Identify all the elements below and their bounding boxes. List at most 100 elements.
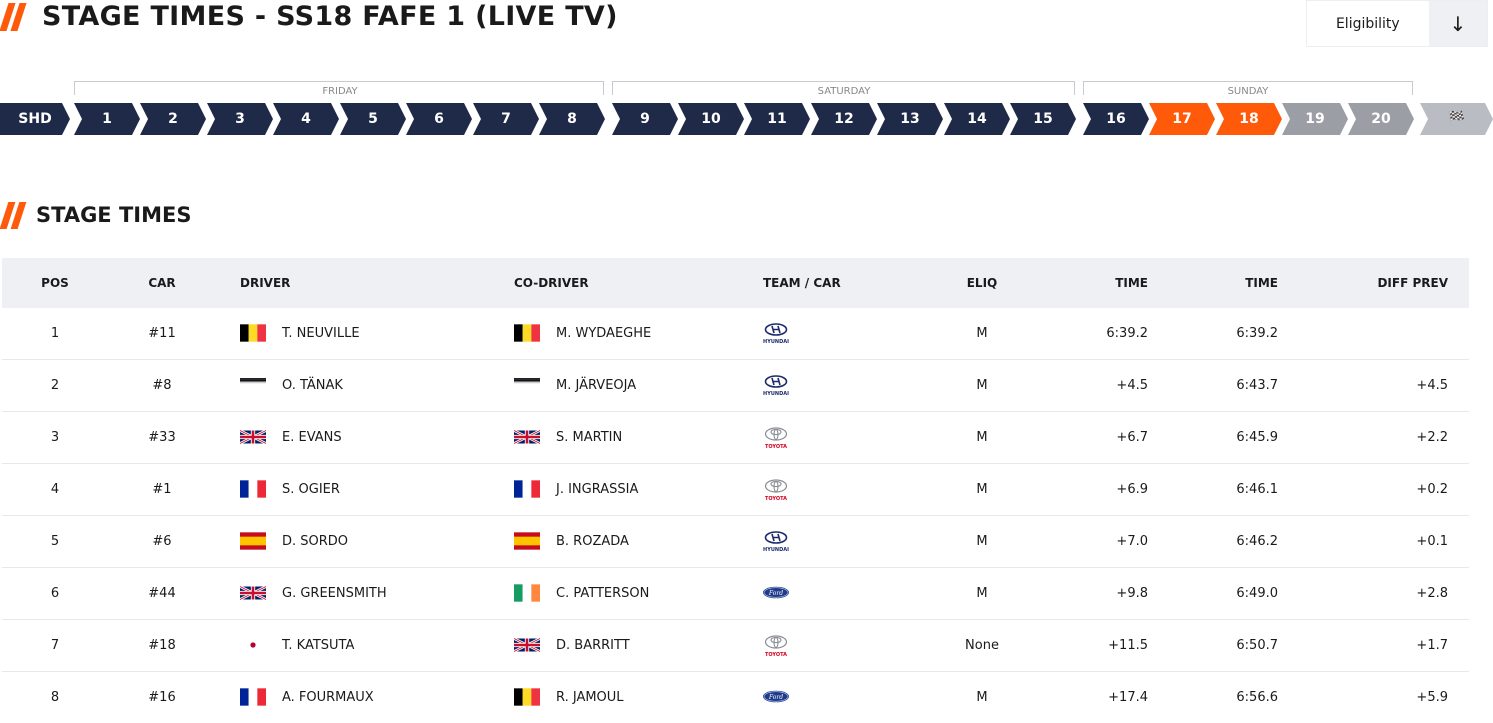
- cell-eliq: M: [976, 586, 988, 601]
- stage-tab-9[interactable]: 9: [612, 103, 678, 135]
- stage-tab-18[interactable]: 18: [1216, 103, 1282, 135]
- driver-flag-icon: [240, 324, 266, 342]
- col-driver: DRIVER: [240, 276, 291, 290]
- stage-tab-12[interactable]: 12: [811, 103, 877, 135]
- stage-tab-5[interactable]: 5: [340, 103, 406, 135]
- cell-time-total: 6:43.7: [1236, 378, 1278, 393]
- svg-text:Ford: Ford: [768, 694, 783, 701]
- table-row[interactable]: 4 #1 S. OGIER J. INGRASSIA TOYOTA M +6.9…: [2, 464, 1469, 516]
- cell-time-total: 6:39.2: [1236, 326, 1278, 341]
- team-caption: TOYOTA: [764, 443, 788, 450]
- table-header: POS CAR DRIVER CO-DRIVER TEAM / CAR ELIQ…: [2, 258, 1469, 308]
- stage-tab-14[interactable]: 14: [944, 103, 1010, 135]
- stage-tab-1[interactable]: 1: [74, 103, 140, 135]
- table-row[interactable]: 8 #16 A. FOURMAUX R. JAMOUL Ford M +17.4…: [2, 672, 1469, 723]
- cell-driver[interactable]: E. EVANS: [282, 430, 342, 445]
- cell-codriver[interactable]: J. INGRASSIA: [556, 482, 639, 497]
- cell-car: #44: [148, 586, 176, 601]
- table-row[interactable]: 1 #11 T. NEUVILLE M. WYDAEGHE HYUNDAI M …: [2, 308, 1469, 360]
- stage-tab-10[interactable]: 10: [678, 103, 744, 135]
- team-caption: HYUNDAI: [763, 547, 789, 553]
- ford-logo-icon: Ford: [761, 583, 791, 605]
- stage-tab-8[interactable]: 8: [539, 103, 605, 135]
- section-slash-icon: [0, 202, 27, 229]
- stage-tab-17[interactable]: 17: [1149, 103, 1215, 135]
- cell-time: +7.0: [1116, 534, 1148, 549]
- cell-time-total: 6:50.7: [1236, 638, 1278, 653]
- table-row[interactable]: 5 #6 D. SORDO B. ROZADA HYUNDAI M +7.0 6…: [2, 516, 1469, 568]
- cell-eliq: M: [976, 430, 988, 445]
- codriver-flag-icon: [514, 324, 540, 342]
- driver-flag-icon: [240, 688, 266, 706]
- cell-time: +6.7: [1116, 430, 1148, 445]
- stage-tab-3[interactable]: 3: [207, 103, 273, 135]
- cell-time-total: 6:46.1: [1236, 482, 1278, 497]
- cell-car: #16: [148, 690, 176, 705]
- cell-driver[interactable]: T. KATSUTA: [282, 638, 355, 653]
- cell-codriver[interactable]: R. JAMOUL: [556, 690, 624, 705]
- stage-tab-19[interactable]: 19: [1282, 103, 1348, 135]
- cell-codriver[interactable]: M. JÄRVEOJA: [556, 378, 637, 393]
- cell-driver[interactable]: S. OGIER: [282, 482, 340, 497]
- cell-pos: 2: [50, 378, 60, 393]
- stage-tab-15[interactable]: 15: [1010, 103, 1076, 135]
- codriver-flag-icon: [514, 532, 540, 550]
- col-car: CAR: [148, 276, 176, 290]
- stage-tab-20[interactable]: 20: [1348, 103, 1414, 135]
- day-bracket-saturday: [612, 81, 1075, 95]
- cell-time: 6:39.2: [1106, 326, 1148, 341]
- table-row[interactable]: 2 #8 O. TÄNAK M. JÄRVEOJA HYUNDAI M +4.5…: [2, 360, 1469, 412]
- hyundai-logo-icon: HYUNDAI: [761, 323, 791, 345]
- cell-driver[interactable]: D. SORDO: [282, 534, 349, 549]
- day-label-saturday: SATURDAY: [808, 86, 880, 97]
- codriver-flag-icon: [514, 376, 540, 394]
- stage-tab-finish[interactable]: 🏁: [1420, 103, 1493, 135]
- eligibility-label[interactable]: Eligibility: [1307, 1, 1429, 46]
- stage-tab-2[interactable]: 2: [140, 103, 206, 135]
- cell-car: #33: [148, 430, 176, 445]
- team-caption: HYUNDAI: [763, 391, 789, 397]
- codriver-flag-icon: [514, 584, 540, 602]
- svg-text:Ford: Ford: [768, 590, 783, 597]
- cell-driver[interactable]: O. TÄNAK: [282, 378, 343, 393]
- stage-tab-6[interactable]: 6: [406, 103, 472, 135]
- cell-driver[interactable]: T. NEUVILLE: [282, 326, 360, 341]
- cell-codriver[interactable]: S. MARTIN: [556, 430, 623, 445]
- cell-time: +6.9: [1116, 482, 1148, 497]
- table-row[interactable]: 7 #18 T. KATSUTA D. BARRITT TOYOTA None …: [2, 620, 1469, 672]
- cell-driver[interactable]: A. FOURMAUX: [282, 690, 374, 705]
- driver-flag-icon: [240, 480, 266, 498]
- cell-codriver[interactable]: M. WYDAEGHE: [556, 326, 652, 341]
- cell-codriver[interactable]: C. PATTERSON: [556, 586, 650, 601]
- day-bracket-sunday: [1083, 81, 1413, 95]
- cell-codriver[interactable]: B. ROZADA: [556, 534, 629, 549]
- col-time-total: TIME: [1245, 276, 1278, 290]
- driver-flag-icon: [239, 584, 267, 602]
- cell-codriver[interactable]: D. BARRITT: [556, 638, 630, 653]
- cell-time-total: 6:56.6: [1236, 690, 1278, 705]
- cell-diff-prev: +2.8: [1416, 586, 1448, 601]
- arrow-down-icon[interactable]: ↓: [1428, 1, 1487, 46]
- eligibility-dropdown[interactable]: Eligibility ↓: [1306, 0, 1488, 47]
- cell-eliq: M: [976, 482, 988, 497]
- cell-driver[interactable]: G. GREENSMITH: [282, 586, 387, 601]
- driver-flag-icon: [239, 428, 267, 446]
- stage-tab-shd[interactable]: SHD: [0, 103, 70, 135]
- team-caption: HYUNDAI: [763, 339, 789, 345]
- cell-pos: 5: [50, 534, 60, 549]
- stage-tab-16[interactable]: 16: [1083, 103, 1149, 135]
- stage-tab-11[interactable]: 11: [744, 103, 810, 135]
- stage-tab-4[interactable]: 4: [273, 103, 339, 135]
- table-row[interactable]: 6 #44 G. GREENSMITH C. PATTERSON Ford M …: [2, 568, 1469, 620]
- codriver-flag-icon: [514, 688, 540, 706]
- brand-slash-icon: [0, 3, 27, 31]
- cell-eliq: M: [976, 690, 988, 705]
- table-row[interactable]: 3 #33 E. EVANS S. MARTIN TOYOTA M +6.7 6…: [2, 412, 1469, 464]
- cell-eliq: M: [976, 326, 988, 341]
- stage-tab-7[interactable]: 7: [473, 103, 539, 135]
- col-diff-prev: DIFF PREV: [1377, 276, 1448, 290]
- codriver-flag-icon: [514, 480, 540, 498]
- day-bracket-friday: [74, 81, 604, 95]
- toyota-logo-icon: TOYOTA: [761, 426, 791, 450]
- stage-tab-13[interactable]: 13: [877, 103, 943, 135]
